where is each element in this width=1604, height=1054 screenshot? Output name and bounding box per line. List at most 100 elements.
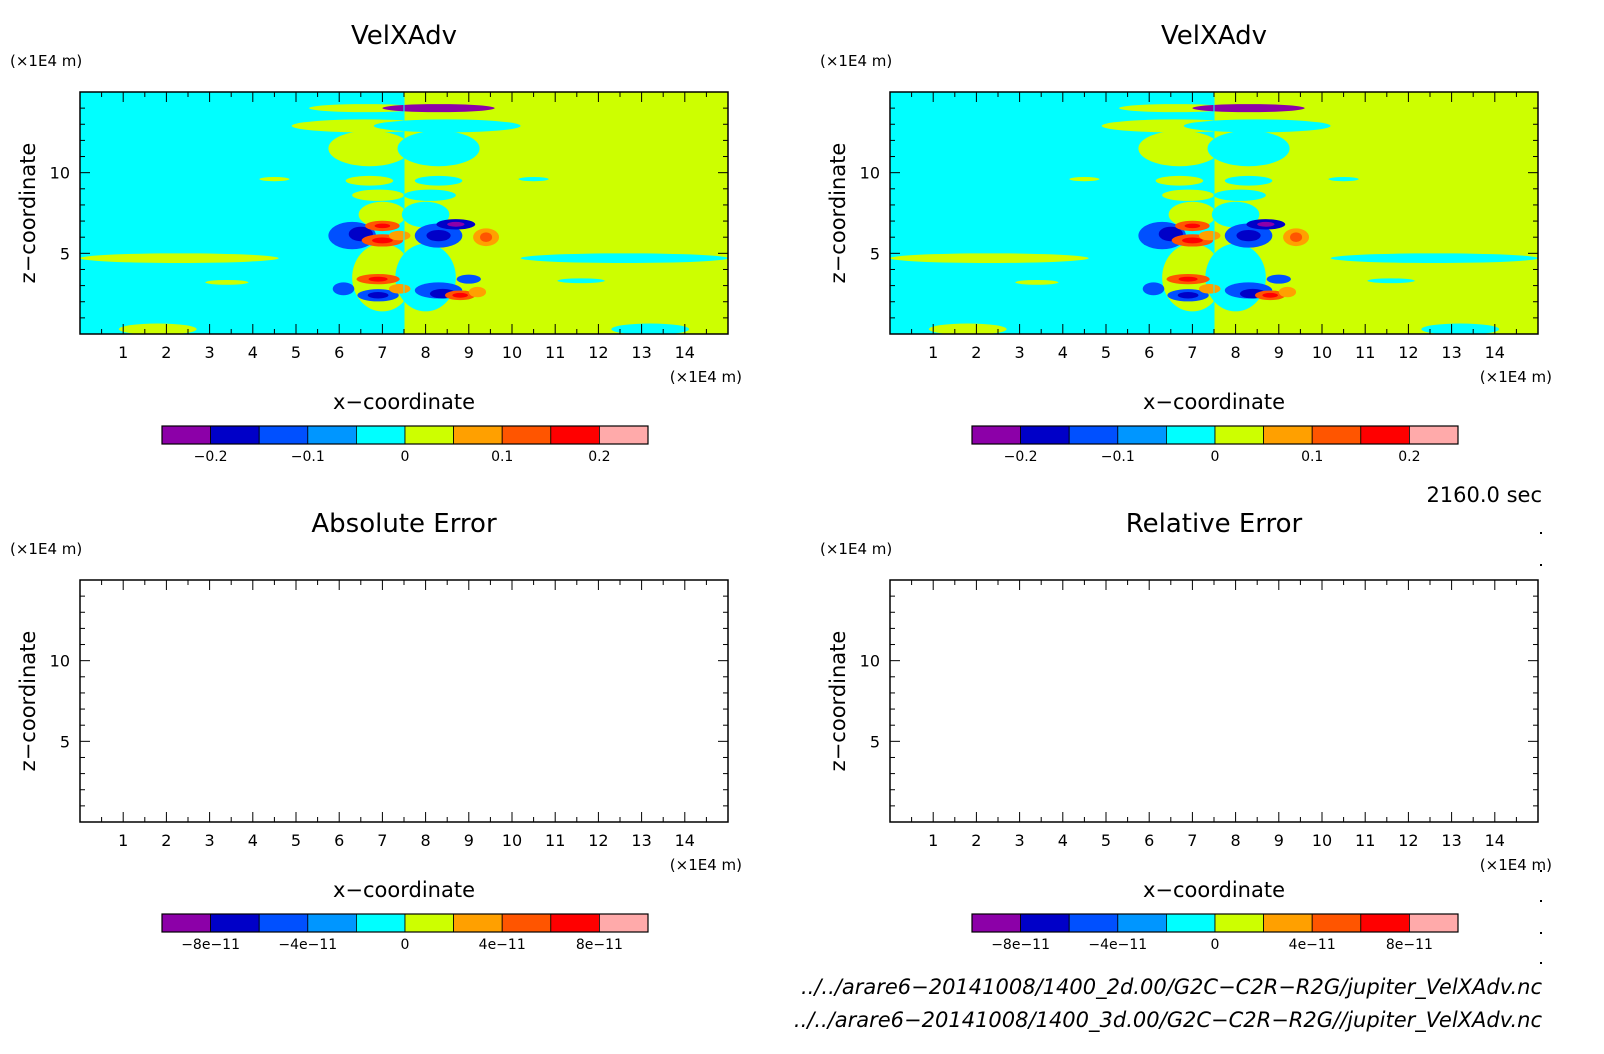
- x-tick-label-8: 8: [421, 831, 431, 850]
- panel-0: VelXAdv(×1E4 m)1 2 3 4 5 6 7 8 9 10 11 12 13 14510(×1…: [10, 21, 742, 465]
- contour-patch-10: [1168, 201, 1217, 228]
- x-tick-label-5: 5: [291, 343, 301, 362]
- colorbar-segment-2: [258, 913, 309, 933]
- x-tick-label-11: 11: [545, 831, 565, 850]
- x-tick-label-4: 4: [248, 343, 258, 362]
- colorbar-label-1: −0.1: [291, 449, 325, 465]
- panel-1: VelXAdv(×1E4 m)1 2 3 4 5 6 7 8 9 10 11 12 13 14510(×1…: [820, 21, 1552, 465]
- x-tick-label-9: 9: [1274, 831, 1284, 850]
- contour-patch-4: [328, 130, 411, 167]
- colorbar-segment-1: [210, 913, 260, 933]
- contour-patch-28: [1198, 230, 1221, 241]
- colorbar-segment-5: [1214, 425, 1264, 445]
- colorbar-label-4: 0.2: [1398, 449, 1420, 465]
- file-path-1: ../../arare6−20141008/1400_2d.00/G2C−C2R…: [801, 975, 1542, 1000]
- colorbar-label-1: −4e−11: [278, 937, 337, 953]
- colorbar-segment-7: [501, 913, 552, 933]
- contour-patch-19: [518, 177, 549, 182]
- y-tick-label-10: 10: [860, 652, 880, 671]
- y-tick-label-5: 5: [870, 244, 880, 263]
- x-tick-label-12: 12: [1398, 831, 1418, 850]
- colorbar-label-3: 0.1: [1301, 449, 1323, 465]
- contour-patch-8: [1162, 189, 1214, 201]
- contour-patch-18: [259, 177, 290, 182]
- colorbar-segment-9: [599, 425, 649, 445]
- colorbar-segment-4: [355, 913, 406, 933]
- x-tick-label-7: 7: [1187, 831, 1197, 850]
- x-tick-label-9: 9: [464, 343, 474, 362]
- colorbar-label-2: 0: [1211, 937, 1220, 953]
- y-unit-label: (×1E4 m): [10, 540, 82, 558]
- contour-patch-4: [1138, 130, 1221, 167]
- x-tick-label-5: 5: [1101, 343, 1111, 362]
- colorbar-frame: [161, 425, 649, 445]
- x-axis-label: x−coordinate: [333, 878, 475, 902]
- contour-patch-5: [397, 130, 480, 167]
- colorbar-segment-0: [971, 425, 1021, 445]
- contour-patch-17: [557, 278, 605, 284]
- x-tick-label-4: 4: [1058, 343, 1068, 362]
- x-tick-label-1: 1: [118, 831, 128, 850]
- contour-patch-44: [1262, 292, 1278, 298]
- y-tick-label-5: 5: [60, 244, 70, 263]
- colorbar-segment-9: [1409, 913, 1459, 933]
- contour-patch-46: [1278, 286, 1297, 298]
- x-tick-label-13: 13: [1441, 343, 1461, 362]
- contour-patch-3: [373, 119, 521, 133]
- contour-patch-16: [205, 279, 249, 285]
- colorbar-segment-8: [1360, 913, 1410, 933]
- contour-patch-17: [1367, 278, 1415, 284]
- contour-patch-1: [382, 104, 495, 113]
- contour-patch-11: [1211, 201, 1260, 228]
- contour-patch-39: [367, 292, 389, 299]
- x-tick-label-6: 6: [334, 343, 344, 362]
- x-tick-label-11: 11: [545, 343, 565, 362]
- x-tick-label-12: 12: [1398, 343, 1418, 362]
- colorbar-segment-5: [404, 913, 454, 933]
- colorbar-segment-5: [1214, 913, 1264, 933]
- plot-frame: [79, 579, 729, 823]
- x-tick-label-9: 9: [464, 831, 474, 850]
- contour-patch-15: [1330, 253, 1538, 264]
- x-tick-label-14: 14: [675, 831, 695, 850]
- contour-field: [80, 92, 728, 334]
- colorbar-segment-6: [1263, 425, 1313, 445]
- x-tick-label-9: 9: [1274, 343, 1284, 362]
- contour-patch-40: [388, 283, 411, 294]
- colorbar-segment-7: [1311, 913, 1362, 933]
- y-tick-label-5: 5: [870, 732, 880, 751]
- x-tick-label-1: 1: [928, 831, 938, 850]
- colorbar-label-0: −0.2: [194, 449, 228, 465]
- x-unit-label: (×1E4 m): [670, 856, 742, 874]
- colorbar-segment-9: [599, 913, 649, 933]
- contour-patch-14: [80, 253, 279, 264]
- colorbar-segment-8: [1360, 425, 1410, 445]
- colorbar-segment-7: [1311, 425, 1362, 445]
- x-tick-label-5: 5: [291, 831, 301, 850]
- x-tick-label-3: 3: [205, 831, 215, 850]
- x-tick-label-2: 2: [161, 343, 171, 362]
- colorbar-segment-6: [453, 913, 503, 933]
- contour-patch-21: [611, 323, 690, 334]
- colorbar-label-0: −8e−11: [991, 937, 1050, 953]
- contour-patch-1: [1192, 104, 1305, 113]
- colorbar-segment-3: [1117, 425, 1167, 445]
- panel-title: Relative Error: [1126, 509, 1303, 539]
- x-tick-label-13: 13: [631, 831, 651, 850]
- colorbar-segment-1: [1020, 913, 1070, 933]
- x-tick-label-8: 8: [1231, 343, 1241, 362]
- y-unit-label: (×1E4 m): [10, 52, 82, 70]
- x-tick-label-11: 11: [1355, 343, 1375, 362]
- colorbar-segment-5: [404, 425, 454, 445]
- colorbar-segment-6: [1263, 913, 1313, 933]
- colorbar-frame: [161, 913, 649, 933]
- colorbar-label-4: 8e−11: [576, 937, 623, 953]
- contour-patch-7: [414, 175, 463, 186]
- colorbar-segment-9: [1409, 425, 1459, 445]
- colorbar-label-1: −0.1: [1101, 449, 1135, 465]
- colorbar-label-0: −8e−11: [181, 937, 240, 953]
- contour-patch-11: [401, 201, 450, 228]
- x-tick-label-4: 4: [248, 831, 258, 850]
- x-tick-label-5: 5: [1101, 831, 1111, 850]
- colorbar-segment-1: [210, 425, 260, 445]
